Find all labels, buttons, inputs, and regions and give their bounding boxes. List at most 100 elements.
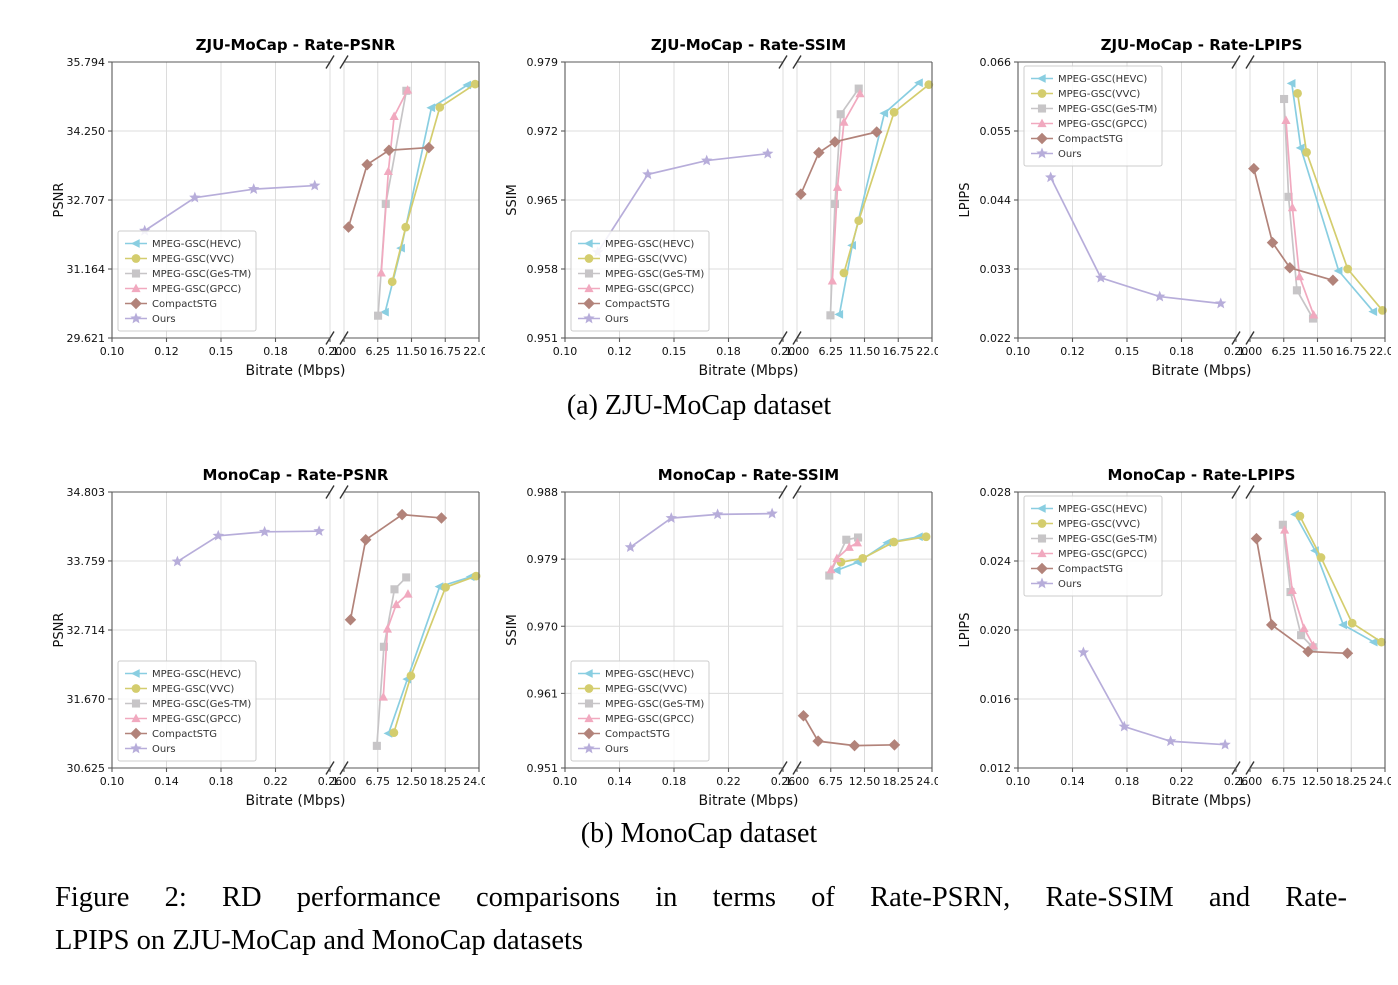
chart-monocap-rate-psnr: 0.10 0.14 0.18 0.22 0.261.00 6.75 12.50 18.25 24… (52, 466, 485, 809)
legend-entry-MPEG-GSC(VVC): MPEG-GSC(VVC) (578, 254, 687, 265)
y-tick-label: 0.028 (980, 486, 1012, 499)
legend-label: Ours (605, 744, 629, 755)
data-point-marker (1280, 525, 1290, 534)
data-point-marker (344, 613, 357, 626)
data-point-marker (396, 508, 408, 521)
series-line (1294, 514, 1375, 643)
series-line (1255, 538, 1348, 655)
data-point-marker (1287, 202, 1298, 212)
series-line (387, 575, 472, 734)
x-tick-label: 0.20 (771, 345, 796, 358)
data-point-marker (1037, 548, 1047, 558)
x-tick-label: 0.15 (1115, 345, 1140, 358)
data-point-marker (665, 512, 677, 523)
data-point-marker (842, 535, 851, 544)
data-point-marker (624, 541, 637, 553)
y-tick-label: 0.958 (527, 263, 559, 276)
data-point-marker (844, 542, 854, 551)
data-point-marker (372, 741, 381, 750)
legend-box (1023, 495, 1163, 597)
x-tick-label: 6.75 (1272, 775, 1297, 788)
legend-label: MPEG-GSC(GPCC) (605, 714, 694, 725)
x-tick-label: 0.10 (1006, 775, 1031, 788)
series-line (843, 84, 930, 274)
data-point-marker (1037, 118, 1047, 128)
legend-label: MPEG-GSC(VVC) (152, 684, 234, 695)
data-point-marker (378, 692, 388, 701)
data-point-marker (131, 713, 141, 723)
x-axis-label: Bitrate (Mbps) (1152, 793, 1252, 809)
data-point-marker (434, 582, 444, 592)
data-point-marker (1118, 720, 1130, 732)
legend-box (1023, 65, 1163, 167)
x-tick-label: 0.12 (154, 345, 179, 358)
data-point-marker (401, 222, 411, 232)
series-MPEG-GSC(VVC) (1295, 511, 1386, 647)
data-point-marker (1327, 274, 1339, 287)
legend-entry-MPEG-GSC(VVC): MPEG-GSC(VVC) (1031, 89, 1140, 100)
data-point-marker (832, 182, 843, 191)
legend-box (117, 230, 257, 332)
x-tick-label: 12.50 (396, 775, 428, 788)
legend-entry-MPEG-GSC(GPCC): MPEG-GSC(GPCC) (578, 283, 694, 295)
legend-entry-MPEG-GSC(HEVC): MPEG-GSC(HEVC) (125, 669, 241, 680)
x-tick-label: 0.14 (607, 775, 632, 788)
x-axis-label: Bitrate (Mbps) (246, 793, 346, 809)
data-point-marker (584, 254, 594, 263)
series-MPEG-GSC(GPCC) (827, 88, 865, 285)
x-tick-label: 0.18 (263, 345, 288, 358)
x-tick-label: 0.22 (1169, 775, 1194, 788)
legend-label: MPEG-GSC(HEVC) (1058, 74, 1147, 85)
data-point-marker (870, 126, 883, 138)
tick-marks (1014, 491, 1386, 772)
y-tick-label: 0.979 (527, 56, 559, 69)
data-point-marker (374, 311, 383, 320)
data-point-marker (812, 735, 824, 747)
tick-labels: 0.10 0.12 0.15 0.18 0.201.00 6.25 11.50 16.75 22… (527, 56, 939, 358)
data-point-marker (390, 585, 399, 594)
y-tick-label: 34.250 (67, 125, 106, 138)
series-line (840, 535, 927, 563)
series-Ours (139, 179, 321, 236)
legend-label: MPEG-GSC(GeS-TM) (1058, 104, 1157, 115)
x-tick-label: 6.75 (366, 775, 391, 788)
legend-box (117, 660, 257, 762)
data-point-marker (406, 671, 416, 681)
legend-entry-Ours: Ours (125, 742, 176, 755)
x-tick-label: 1.00 (332, 345, 357, 358)
data-point-marker (1248, 162, 1260, 175)
series-MPEG-GSC(VVC) (387, 79, 480, 287)
data-point-marker (827, 275, 837, 285)
x-tick-label: 22.00 (1369, 345, 1391, 358)
tick-marks (1014, 61, 1386, 342)
series-MPEG-GSC(GPCC) (826, 537, 863, 574)
data-point-marker (1293, 88, 1302, 98)
data-point-marker (1377, 637, 1386, 647)
x-tick-label: 0.22 (263, 775, 288, 788)
x-tick-label: 1.00 (332, 775, 357, 788)
data-point-marker (383, 166, 393, 175)
data-point-marker (1095, 271, 1107, 283)
data-point-marker (826, 311, 835, 320)
series-line (830, 541, 858, 570)
x-tick-label: 16.75 (1336, 345, 1368, 358)
series-line (176, 530, 320, 563)
legend-label: MPEG-GSC(GPCC) (1058, 119, 1147, 130)
data-point-marker (389, 111, 399, 120)
data-point-marker (1302, 645, 1314, 658)
data-point-marker (131, 254, 141, 263)
y-axis-label: SSIM (505, 184, 520, 216)
data-point-marker (1284, 192, 1293, 201)
legend: MPEG-GSC(HEVC) MPEG-GSC(VVC) MPEG-GSC(GeS-… (117, 660, 257, 762)
data-point-marker (1294, 271, 1305, 281)
legend-entry-MPEG-GSC(GeS-TM): MPEG-GSC(GeS-TM) (1031, 104, 1157, 115)
x-axis-label: Bitrate (Mbps) (246, 363, 346, 379)
y-tick-label: 0.033 (980, 263, 1012, 276)
tick-labels: 0.10 0.14 0.18 0.22 0.261.00 6.75 12.50 18.25 24… (980, 486, 1392, 788)
legend-entry-MPEG-GSC(HEVC): MPEG-GSC(HEVC) (1031, 74, 1147, 85)
x-tick-label: 0.10 (553, 345, 578, 358)
data-point-marker (130, 239, 140, 248)
data-point-marker (342, 221, 355, 233)
x-tick-label: 1.00 (1238, 775, 1263, 788)
data-point-marker (435, 512, 448, 524)
